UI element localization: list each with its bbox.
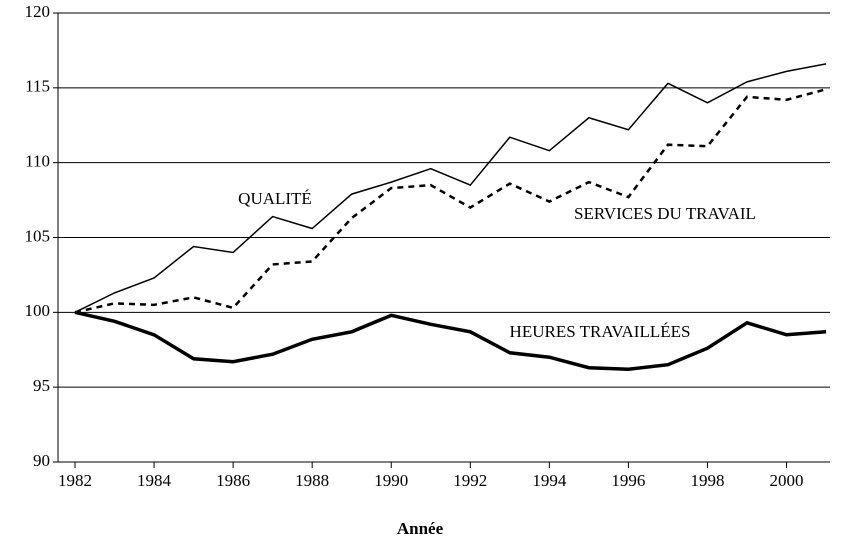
series-line	[74, 88, 827, 314]
series-line	[74, 63, 827, 314]
x-tick-label: 1984	[137, 471, 172, 490]
y-tick-label: 115	[25, 77, 50, 96]
series-label: SERVICES DU TRAVAIL	[574, 204, 756, 223]
y-tick-label: 110	[25, 152, 50, 171]
series-line	[74, 310, 827, 371]
y-tick-label: 100	[25, 301, 51, 320]
x-tick-label: 1996	[611, 471, 645, 490]
y-tick-label: 105	[25, 226, 51, 245]
series-label: HEURES TRAVAILLÉES	[510, 322, 691, 341]
x-tick-label: 1998	[690, 471, 724, 490]
x-tick-label: 1982	[58, 471, 92, 490]
y-tick-label: 120	[25, 2, 51, 21]
x-tick-label: 1992	[453, 471, 487, 490]
y-tick-label: 90	[33, 451, 50, 470]
x-tick-label: 1994	[532, 471, 567, 490]
x-tick-label: 1986	[216, 471, 250, 490]
series-label: QUALITÉ	[238, 189, 312, 208]
x-axis-label: Année	[397, 519, 444, 538]
y-tick-label: 95	[33, 376, 50, 395]
x-tick-label: 2000	[770, 471, 804, 490]
x-tick-label: 1988	[295, 471, 329, 490]
x-tick-label: 1990	[374, 471, 408, 490]
